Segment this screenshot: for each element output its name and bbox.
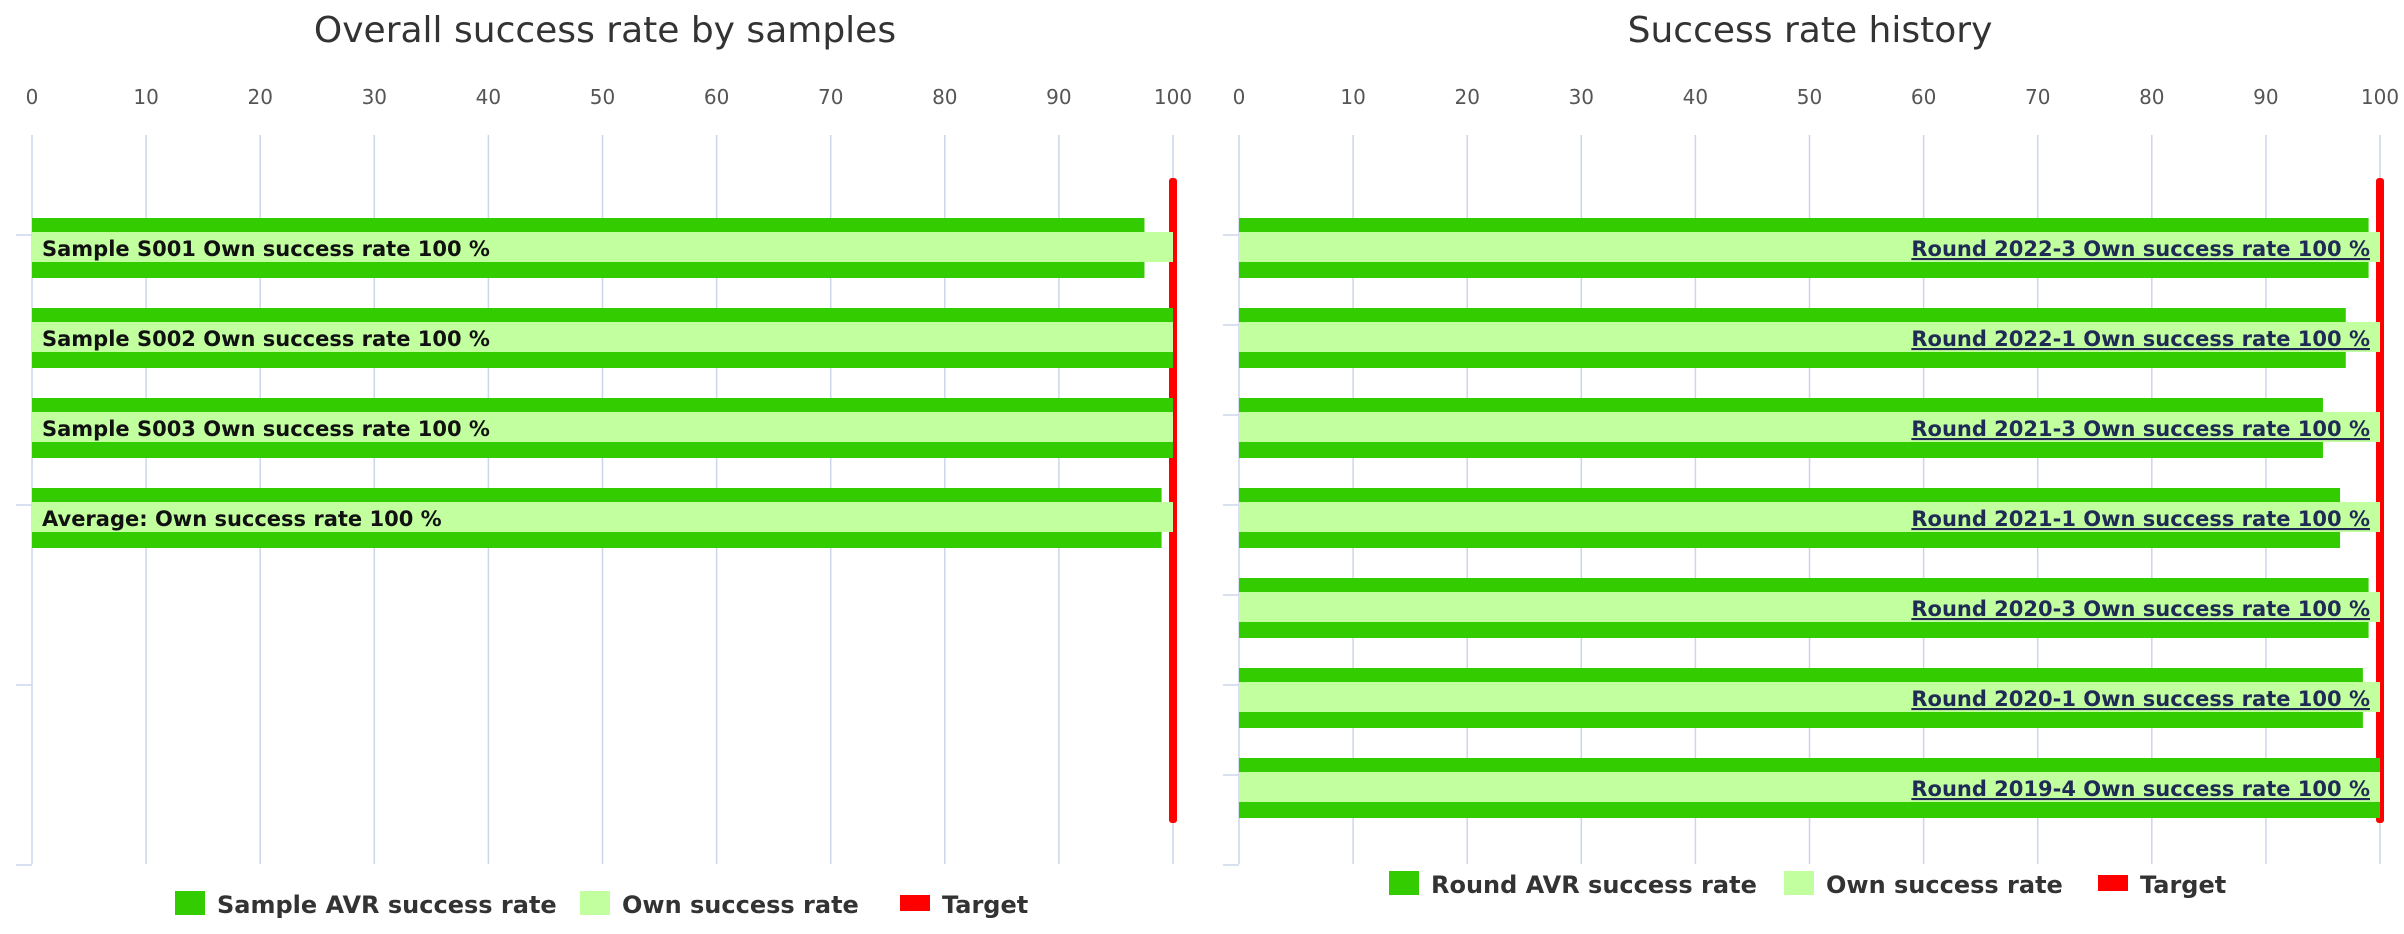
- own-bar: [1239, 772, 2380, 802]
- legend-swatch: [175, 891, 205, 915]
- own-bar: [32, 232, 1173, 262]
- x-tick-label: 60: [1911, 85, 1936, 109]
- x-tick-label: 10: [133, 85, 158, 109]
- bar-label: Sample S001 Own success rate 100 %: [42, 237, 490, 261]
- bar-label: Round 2021-3 Own success rate 100 %: [1911, 417, 2370, 441]
- x-tick-label: 30: [362, 85, 387, 109]
- bar-label: Average: Own success rate 100 %: [42, 507, 442, 531]
- own-bar: [32, 322, 1173, 352]
- own-bar: [1239, 502, 2380, 532]
- own-bar: [32, 412, 1173, 442]
- own-bar: [1239, 412, 2380, 442]
- x-tick-label: 20: [1454, 85, 1479, 109]
- bar-label: Round 2020-3 Own success rate 100 %: [1911, 597, 2370, 621]
- x-tick-label: 100: [2361, 85, 2399, 109]
- chart-title-history: Success rate history: [1628, 10, 1993, 51]
- bar-label: Round 2021-1 Own success rate 100 %: [1911, 507, 2370, 531]
- legend-label: Sample AVR success rate: [217, 891, 557, 919]
- chart-history: 0 10 20 30 40 50 60 70 80 90 100 Round 2022-3 Own s…: [1223, 85, 2399, 899]
- legend-swatch: [2098, 875, 2128, 891]
- target-line: [2376, 178, 2384, 823]
- chart-samples: 0 10 20 30 40 50 60 70 80 90 100 Sample S001 Own su…: [16, 85, 1192, 919]
- legend-swatch: [900, 895, 930, 911]
- chart-title-samples: Overall success rate by samples: [314, 10, 896, 51]
- own-bar: [32, 502, 1173, 532]
- bar-label: Round 2022-1 Own success rate 100 %: [1911, 327, 2370, 351]
- x-tick-label: 80: [932, 85, 957, 109]
- x-tick-label: 40: [1683, 85, 1708, 109]
- legend-label: Own success rate: [622, 891, 859, 919]
- x-tick-label: 0: [1233, 85, 1246, 109]
- bar-label: Sample S002 Own success rate 100 %: [42, 327, 490, 351]
- x-tick-label: 50: [590, 85, 615, 109]
- legend-swatch: [1389, 871, 1419, 895]
- own-bar: [1239, 592, 2380, 622]
- x-tick-label: 70: [2025, 85, 2050, 109]
- x-tick-label: 10: [1340, 85, 1365, 109]
- bar-label: Round 2020-1 Own success rate 100 %: [1911, 687, 2370, 711]
- legend-swatch: [1784, 871, 1814, 895]
- legend-label: Target: [942, 891, 1028, 919]
- x-tick-label: 20: [247, 85, 272, 109]
- x-tick-label: 100: [1154, 85, 1192, 109]
- x-tick-label: 30: [1569, 85, 1594, 109]
- x-tick-label: 70: [818, 85, 843, 109]
- legend-label: Own success rate: [1826, 871, 2063, 899]
- bar-label: Sample S003 Own success rate 100 %: [42, 417, 490, 441]
- x-tick-label: 60: [704, 85, 729, 109]
- x-tick-label: 0: [26, 85, 39, 109]
- x-tick-label: 80: [2139, 85, 2164, 109]
- bar-label: Round 2019-4 Own success rate 100 %: [1911, 777, 2370, 801]
- legend-label: Target: [2140, 871, 2226, 899]
- target-line: [1169, 178, 1177, 823]
- x-tick-label: 90: [1046, 85, 1071, 109]
- x-tick-label: 90: [2253, 85, 2278, 109]
- own-bar: [1239, 232, 2380, 262]
- own-bar: [1239, 322, 2380, 352]
- x-tick-label: 40: [476, 85, 501, 109]
- legend-swatch: [580, 891, 610, 915]
- bar-label: Round 2022-3 Own success rate 100 %: [1911, 237, 2370, 261]
- own-bar: [1239, 682, 2380, 712]
- legend-label: Round AVR success rate: [1431, 871, 1757, 899]
- x-tick-label: 50: [1797, 85, 1822, 109]
